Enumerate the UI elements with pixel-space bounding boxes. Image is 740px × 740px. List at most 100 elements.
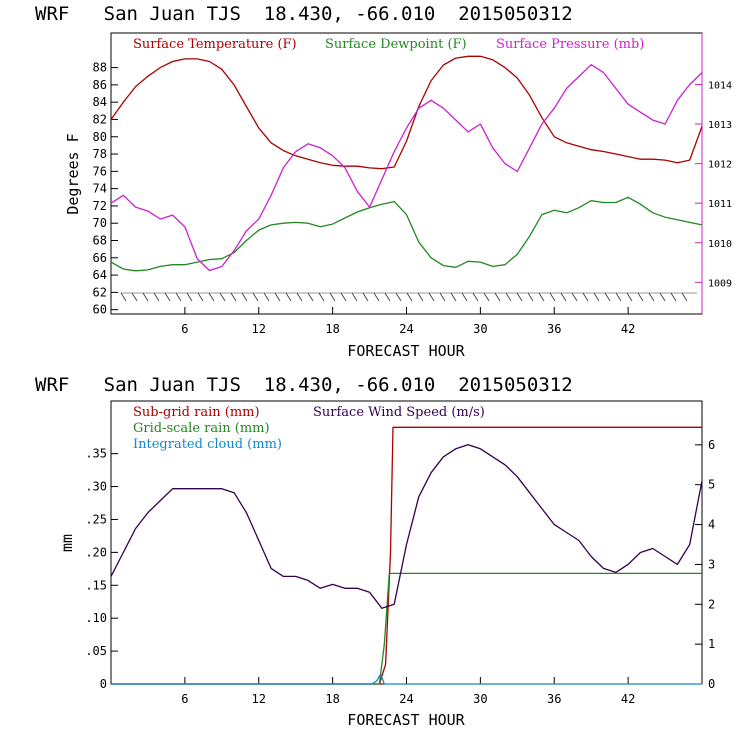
y2-tick-label: 1013 xyxy=(708,120,732,131)
y-tick-label: .20 xyxy=(85,545,107,559)
y-tick-label: 76 xyxy=(93,164,107,178)
wind-barb xyxy=(472,292,479,302)
wind-barb xyxy=(538,292,545,302)
x-tick-label: 18 xyxy=(325,322,339,336)
wind-barb xyxy=(230,292,237,302)
wind-barb xyxy=(516,292,523,302)
wind-barb xyxy=(274,292,281,302)
y2-tick-label: 5 xyxy=(708,478,715,492)
y-tick-label: 84 xyxy=(93,95,107,109)
series-line-2 xyxy=(111,572,702,685)
wind-barb xyxy=(186,292,193,302)
x-tick-label: 6 xyxy=(181,322,188,336)
y-tick-label: .05 xyxy=(85,644,107,658)
wind-barb xyxy=(604,292,611,302)
wind-barb xyxy=(637,292,644,302)
wind-barb xyxy=(241,292,248,302)
wind-barb xyxy=(340,292,347,302)
wind-barbs xyxy=(120,292,697,302)
y-tick-label: 82 xyxy=(93,112,107,126)
wind-barb xyxy=(285,292,292,302)
y-tick-label: 0 xyxy=(100,677,107,691)
legend-entry: Surface Dewpoint (F) xyxy=(325,37,467,52)
legend-entry: Integrated cloud (mm) xyxy=(133,437,282,452)
y2-tick-label: 1009 xyxy=(708,278,732,289)
wind-barb xyxy=(428,292,435,302)
wind-barb xyxy=(384,292,391,302)
y-tick-label: .15 xyxy=(85,578,107,592)
y-tick-label: 88 xyxy=(93,61,107,75)
y-tick-label: 74 xyxy=(93,182,107,196)
y-tick-label: .10 xyxy=(85,611,107,625)
wind-barb xyxy=(681,292,688,302)
y2-tick-label: 1 xyxy=(708,637,715,651)
weather-chart-top: WRF San Juan TJS 18.430, -66.010 2015050… xyxy=(35,3,732,360)
legend-entry: Sub-grid rain (mm) xyxy=(133,405,260,420)
series-lines xyxy=(110,426,703,685)
wind-barb xyxy=(252,292,259,302)
wind-barb xyxy=(263,292,270,302)
y2-tick-label: 1014 xyxy=(708,80,732,91)
wind-barb xyxy=(164,292,171,302)
y-tick-label: 86 xyxy=(93,78,107,92)
x-tick-label: 36 xyxy=(547,322,561,336)
y2-axis-ticks: 1009 1010 1011 1012 1013 1014 xyxy=(695,80,732,289)
y2-tick-label: 1012 xyxy=(708,160,732,171)
wind-barb xyxy=(120,292,127,302)
precip-chart-bottom: WRF San Juan TJS 18.430, -66.010 2015050… xyxy=(35,374,715,729)
y2-axis-ticks: 0 1 2 3 4 5 6 xyxy=(695,438,715,691)
wind-barb xyxy=(659,292,666,302)
wind-barb xyxy=(593,292,600,302)
wind-barb xyxy=(219,292,226,302)
wind-barb xyxy=(406,292,413,302)
legend-entry: Grid-scale rain (mm) xyxy=(133,421,270,436)
y-tick-label: 80 xyxy=(93,130,107,144)
chart-title: WRF San Juan TJS 18.430, -66.010 2015050… xyxy=(35,374,573,396)
wind-barb xyxy=(450,292,457,302)
wind-barb xyxy=(461,292,468,302)
x-tick-label: 12 xyxy=(252,692,266,706)
series-line-1 xyxy=(110,55,703,170)
series-line-2 xyxy=(110,196,703,272)
wind-barb xyxy=(153,292,160,302)
y-tick-label: 66 xyxy=(93,251,107,265)
x-tick-label: 30 xyxy=(473,322,487,336)
y-tick-label: 70 xyxy=(93,216,107,230)
wind-barb xyxy=(527,292,534,302)
y-tick-label: 78 xyxy=(93,147,107,161)
wind-barb xyxy=(549,292,556,302)
y2-tick-label: 1011 xyxy=(708,199,732,210)
y-tick-label: 60 xyxy=(93,303,107,317)
x-axis-label: FORECAST HOUR xyxy=(347,342,465,360)
x-tick-label: 30 xyxy=(473,692,487,706)
wind-barb xyxy=(648,292,655,302)
y-axis-label: Degrees F xyxy=(64,133,82,214)
legend-entry: Surface Temperature (F) xyxy=(133,37,297,52)
x-tick-label: 24 xyxy=(399,322,413,336)
series-line-3 xyxy=(111,673,702,685)
wind-barb xyxy=(307,292,314,302)
y2-tick-label: 2 xyxy=(708,597,715,611)
wind-barb xyxy=(318,292,325,302)
series-line-1 xyxy=(111,426,702,685)
wind-barb xyxy=(362,292,369,302)
wind-barb xyxy=(208,292,215,302)
x-tick-label: 24 xyxy=(399,692,413,706)
wind-barb xyxy=(417,292,424,302)
wind-barb xyxy=(670,292,677,302)
chart-title: WRF San Juan TJS 18.430, -66.010 2015050… xyxy=(35,3,573,25)
y2-tick-label: 0 xyxy=(708,677,715,691)
series-line-4 xyxy=(110,444,703,609)
x-tick-label: 18 xyxy=(325,692,339,706)
wind-barb xyxy=(373,292,380,302)
y-axis-label: mm xyxy=(58,534,76,552)
y2-tick-label: 4 xyxy=(708,518,715,532)
x-axis-ticks: 6 12 18 24 30 36 42 xyxy=(181,307,635,336)
y2-tick-label: 6 xyxy=(708,438,715,452)
x-tick-label: 6 xyxy=(181,692,188,706)
x-tick-label: 42 xyxy=(621,692,635,706)
y-tick-label: .35 xyxy=(85,447,107,461)
y2-tick-label: 3 xyxy=(708,557,715,571)
wind-barb xyxy=(615,292,622,302)
